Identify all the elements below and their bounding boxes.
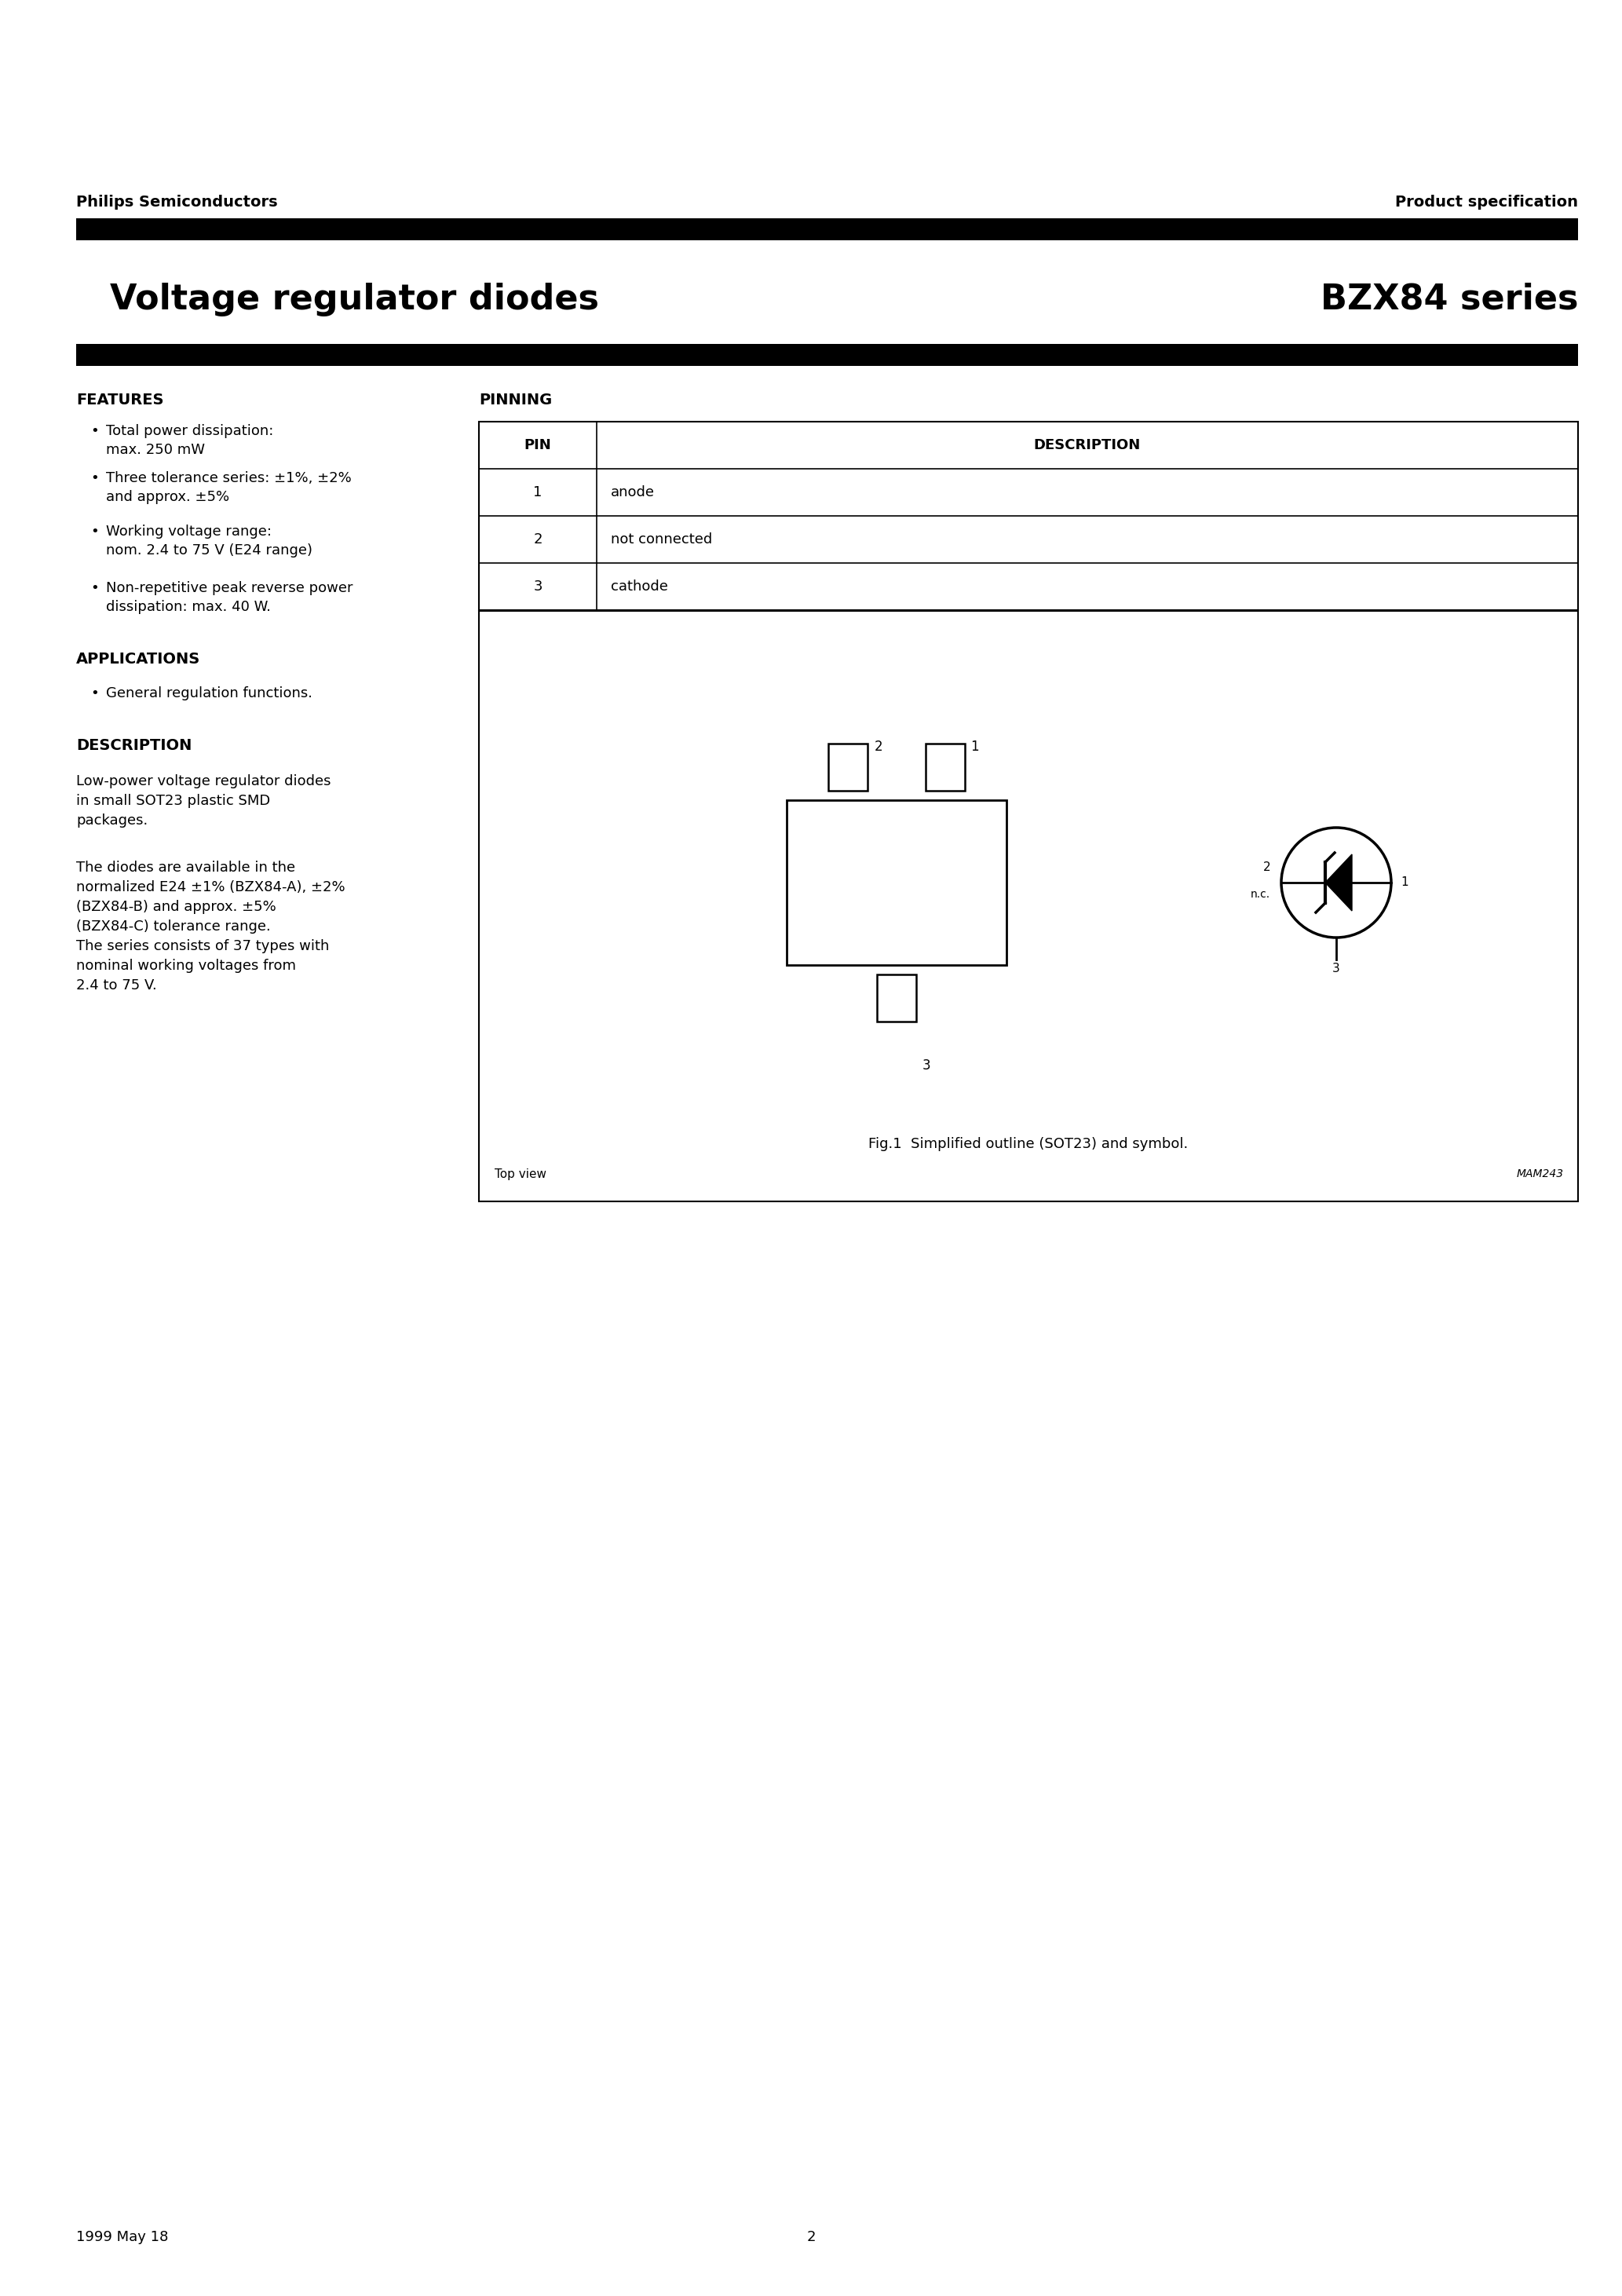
Text: APPLICATIONS: APPLICATIONS	[76, 652, 201, 666]
Text: General regulation functions.: General regulation functions.	[105, 687, 313, 700]
Bar	[925, 744, 965, 790]
Bar	[478, 422, 1578, 611]
Text: Top view: Top view	[495, 1169, 547, 1180]
Text: DESCRIPTION: DESCRIPTION	[1033, 439, 1140, 452]
Text: Philips Semiconductors: Philips Semiconductors	[76, 195, 277, 209]
Text: 2: 2	[806, 2229, 816, 2243]
Text: •: •	[91, 471, 99, 484]
Text: 3: 3	[1332, 962, 1340, 974]
Bar	[787, 799, 1007, 964]
Text: Product specification: Product specification	[1395, 195, 1578, 209]
Text: Voltage regulator diodes: Voltage regulator diodes	[110, 282, 599, 317]
Text: The diodes are available in the
normalized E24 ±1% (BZX84-A), ±2%
(BZX84-B) and : The diodes are available in the normaliz…	[76, 861, 345, 992]
Text: Low-power voltage regulator diodes
in small SOT23 plastic SMD
packages.: Low-power voltage regulator diodes in sm…	[76, 774, 331, 827]
Text: 1: 1	[1401, 877, 1408, 889]
Text: •: •	[91, 523, 99, 540]
Polygon shape	[1325, 854, 1351, 912]
Text: •: •	[91, 425, 99, 439]
Bar	[76, 218, 1578, 241]
Bar	[478, 611, 1578, 1201]
Text: FEATURES: FEATURES	[76, 393, 164, 406]
Text: 3: 3	[923, 1058, 931, 1072]
Text: cathode: cathode	[611, 579, 668, 595]
Text: 2: 2	[874, 739, 882, 753]
Text: MAM243: MAM243	[1517, 1169, 1564, 1180]
Text: 2: 2	[534, 533, 542, 546]
Text: 1: 1	[972, 739, 980, 753]
Text: BZX84 series: BZX84 series	[1320, 282, 1578, 317]
Text: PINNING: PINNING	[478, 393, 551, 406]
Text: PIN: PIN	[524, 439, 551, 452]
Text: 1999 May 18: 1999 May 18	[76, 2229, 169, 2243]
Text: 3: 3	[534, 579, 542, 595]
Bar	[878, 974, 916, 1022]
Text: n.c.: n.c.	[1251, 889, 1270, 900]
Text: Working voltage range:
nom. 2.4 to 75 V (E24 range): Working voltage range: nom. 2.4 to 75 V …	[105, 523, 313, 558]
Text: •: •	[91, 581, 99, 595]
Text: DESCRIPTION: DESCRIPTION	[76, 737, 191, 753]
Text: Total power dissipation:
max. 250 mW: Total power dissipation: max. 250 mW	[105, 425, 274, 457]
Text: Three tolerance series: ±1%, ±2%
and approx. ±5%: Three tolerance series: ±1%, ±2% and app…	[105, 471, 352, 505]
Text: Fig.1  Simplified outline (SOT23) and symbol.: Fig.1 Simplified outline (SOT23) and sym…	[869, 1137, 1189, 1150]
Bar	[829, 744, 868, 790]
Text: •: •	[91, 687, 99, 700]
Text: 2: 2	[1262, 861, 1270, 872]
Text: anode: anode	[611, 484, 655, 501]
Text: not connected: not connected	[611, 533, 712, 546]
Bar	[76, 344, 1578, 365]
Text: Non-repetitive peak reverse power
dissipation: max. 40 W.: Non-repetitive peak reverse power dissip…	[105, 581, 354, 615]
Text: 1: 1	[534, 484, 542, 501]
